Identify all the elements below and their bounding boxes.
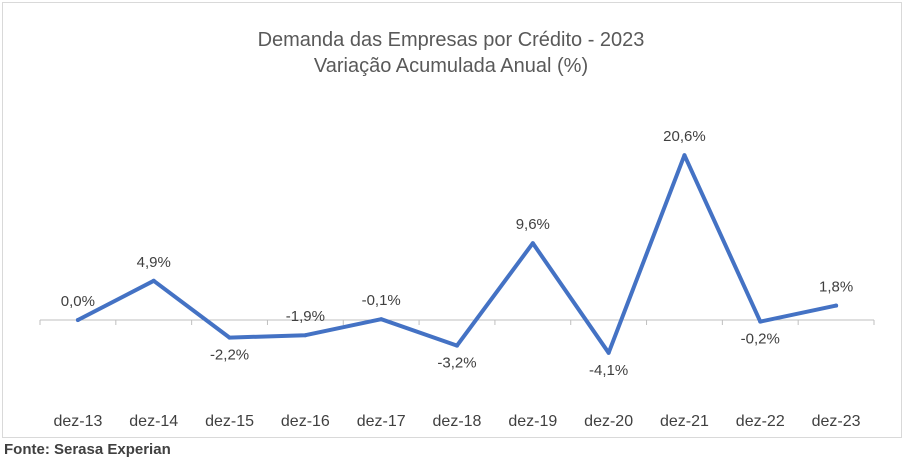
data-label: 1,8% [819,279,853,296]
data-label: -2,2% [210,347,249,364]
data-point [682,153,687,158]
data-label: 9,6% [516,216,550,233]
x-tick-label: dez-19 [508,413,557,430]
x-tick-label: dez-18 [433,413,482,430]
x-tick-label: dez-20 [584,413,633,430]
data-label: 0,0% [61,293,95,310]
x-axis [39,319,875,325]
series-layer [75,153,839,355]
chart-title: Demanda das Empresas por Crédito - 2023 [258,29,645,51]
x-tick-label: dez-22 [736,413,785,430]
data-point [758,319,763,324]
data-label: -3,2% [437,355,476,372]
x-tick-label: dez-14 [129,413,178,430]
x-tick-label: dez-13 [53,413,102,430]
data-point [834,303,839,308]
data-point [151,278,156,283]
x-tick-label: dez-17 [357,413,406,430]
data-point [606,350,611,355]
data-point [227,335,232,340]
x-tick-label: dez-23 [812,413,861,430]
data-point [379,317,384,322]
chart-frame [2,2,902,438]
data-point [530,241,535,246]
data-point [455,343,459,348]
line-chart: Demanda das Empresas por Crédito - 2023 … [39,29,875,430]
x-tick-label: dez-21 [660,413,709,430]
data-label: 20,6% [663,128,706,145]
data-point [303,333,308,338]
source-note: Fonte: Serasa Experian [4,441,171,458]
data-point [75,318,80,322]
x-tick-label: dez-15 [205,413,254,430]
x-tick-labels: dez-13 dez-14 dez-15 dez-16 dez-17 dez-18 dez-… [53,413,860,430]
data-label: -0,2% [741,331,780,348]
data-labels: 0,0% 4,9% -2,2% -1,9% -0,1% -3,2% 9,6% -4,1% 20,… [61,128,853,379]
data-label: 4,9% [137,254,171,271]
chart-subtitle: Variação Acumulada Anual (%) [314,55,588,77]
data-label: -1,9% [286,308,325,325]
x-tick-label: dez-16 [281,413,330,430]
data-label: -0,1% [362,292,401,309]
data-label: -4,1% [589,362,628,379]
